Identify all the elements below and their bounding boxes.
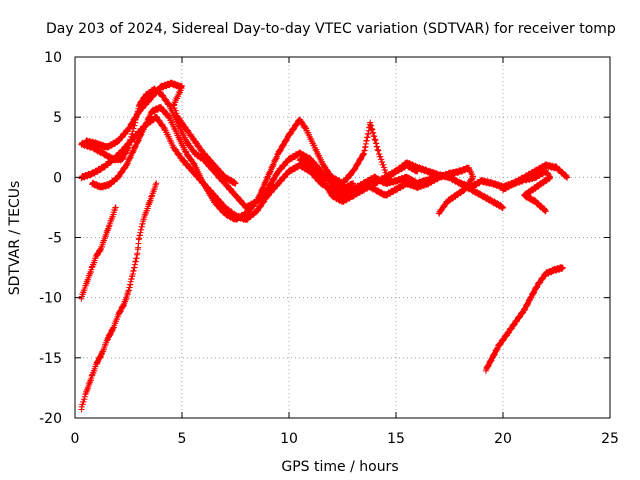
y-tick-label: -15 (39, 351, 62, 367)
x-tick-label: 20 (494, 431, 512, 447)
series-arc-11 (482, 264, 566, 374)
series-arc-5 (82, 79, 239, 187)
series-arc-1 (78, 180, 160, 413)
y-axis-title: SDTVAR / TECUs (7, 181, 23, 296)
data-point-markers (78, 204, 119, 302)
data-point-markers (89, 103, 357, 223)
y-tick-label: -20 (39, 411, 62, 427)
data-point-markers (360, 164, 476, 217)
y-tick-label: 0 (53, 170, 62, 186)
y-tick-label: -10 (39, 291, 62, 307)
y-tick-label: 10 (44, 50, 62, 66)
x-tick-label: 25 (601, 431, 619, 447)
series-arc-4 (78, 85, 421, 212)
series-arc-10 (500, 167, 554, 215)
data-point-markers (500, 167, 554, 215)
series-arc-8 (360, 164, 476, 217)
grid-lines (75, 57, 610, 418)
axis-ticks: 0 5 10 15 20 25 -20 -15 -10 -5 0 5 10 (39, 50, 619, 447)
series-arc-6 (89, 103, 357, 223)
y-tick-label: 5 (53, 110, 62, 126)
x-tick-label: 10 (280, 431, 298, 447)
chart-title: Day 203 of 2024, Sidereal Day-to-day VTE… (46, 21, 616, 37)
data-point-markers (82, 79, 239, 187)
data-point-markers (78, 180, 160, 413)
data-point-markers (78, 85, 421, 212)
x-tick-label: 15 (387, 431, 405, 447)
y-tick-label: -5 (48, 231, 62, 247)
series-arc-2 (78, 204, 119, 302)
x-tick-label: 0 (71, 431, 80, 447)
x-tick-label: 5 (178, 431, 187, 447)
x-axis-title: GPS time / hours (281, 459, 398, 475)
data-marks (78, 79, 571, 413)
data-point-markers (482, 264, 566, 374)
